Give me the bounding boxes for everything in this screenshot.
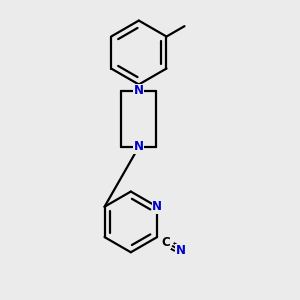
Text: N: N (134, 140, 144, 153)
Text: C: C (162, 236, 170, 249)
Text: N: N (152, 200, 162, 213)
Text: N: N (176, 244, 186, 257)
Text: N: N (134, 84, 144, 98)
